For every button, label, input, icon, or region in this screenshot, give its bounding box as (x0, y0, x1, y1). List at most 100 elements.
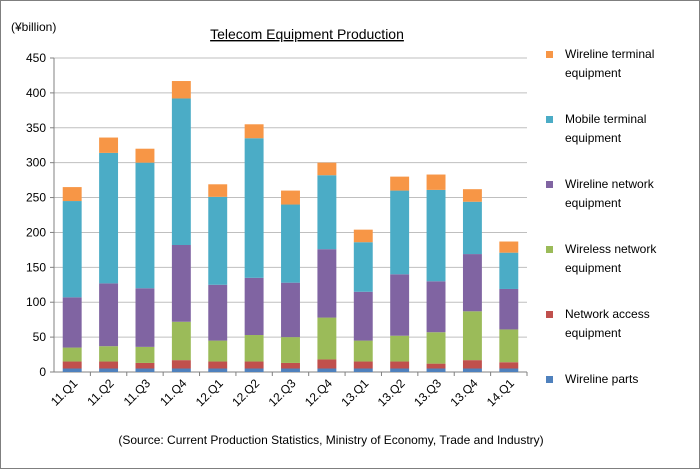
source-note: (Source: Current Production Statistics, … (118, 433, 544, 447)
bar-segment (99, 283, 119, 347)
x-tick-label: 11.Q1 (48, 376, 81, 409)
bar-segment (62, 187, 82, 202)
bar-segment (244, 277, 264, 336)
bar-segment (62, 361, 82, 369)
bar-segment (462, 201, 482, 255)
bar-segment (426, 332, 446, 364)
y-tick-label: 350 (26, 121, 46, 135)
bar-segment (281, 282, 300, 338)
bar-segment (499, 329, 519, 363)
bar-segment (462, 189, 482, 202)
bar-segment (171, 321, 191, 361)
bar-segment (317, 317, 337, 360)
bar-segment (208, 196, 228, 285)
x-tick-label: 12.Q4 (302, 376, 335, 409)
bar-segment (499, 362, 519, 369)
x-tick-label: 13.Q4 (448, 376, 481, 409)
bar-segment (499, 288, 519, 330)
y-tick-label: 200 (26, 225, 46, 239)
bar-segment (208, 340, 228, 362)
y-tick-label: 100 (26, 295, 46, 309)
chart-title: Telecom Equipment Production (210, 26, 404, 42)
x-tick-label: 12.Q1 (193, 376, 226, 409)
y-tick-label: 50 (33, 330, 47, 344)
bar-segment (244, 368, 264, 372)
y-tick-label: 450 (26, 51, 46, 65)
legend-label: Wireline parts (565, 372, 639, 386)
bars (62, 81, 519, 372)
bar-segment (317, 175, 337, 250)
bar-segment (244, 138, 264, 278)
bar-segment (62, 201, 82, 298)
bar-segment (281, 190, 300, 205)
bar-segment (244, 335, 264, 362)
bar-segment (171, 360, 191, 369)
bar-segment (281, 337, 300, 363)
legend-label: Wireless network equipment (565, 242, 657, 275)
bar-segment (135, 162, 155, 289)
bar-segment (499, 252, 519, 289)
bar-segment (390, 335, 410, 362)
bar-segment (317, 162, 337, 176)
x-tick-labels: 11.Q1 11.Q2 11.Q3 11.Q4 12.Q1 12.Q2 12.Q3 12.Q4… (48, 376, 517, 409)
bar-segment (281, 204, 300, 283)
legend-label: Mobile terminal equipment (565, 112, 647, 145)
bar-segment (62, 368, 82, 372)
bar-segment (353, 229, 373, 243)
bar-segment (135, 362, 155, 369)
bar-segment (171, 98, 191, 246)
bar-segment (208, 284, 228, 341)
bar-segment (426, 174, 446, 190)
legend-label: Wireline terminal equipment (565, 47, 655, 80)
legend-label: Network access equipment (565, 307, 650, 340)
bar-segment (426, 189, 446, 282)
x-tick-label: 11.Q4 (157, 376, 190, 409)
bar-segment (499, 368, 519, 372)
bar-segment (353, 340, 373, 362)
x-tick-label: 11.Q3 (121, 376, 154, 409)
bar-segment (462, 368, 482, 372)
x-tick-label: 14.Q1 (484, 376, 517, 409)
y-tick-label: 250 (26, 191, 46, 205)
bar-segment (171, 81, 191, 99)
x-tick-label: 13.Q1 (338, 376, 371, 409)
bar-segment (99, 368, 119, 372)
x-tick-label: 13.Q3 (411, 376, 444, 409)
bar-segment (426, 368, 446, 372)
legend-swatch (546, 376, 553, 383)
bar-segment (171, 368, 191, 372)
bar-segment (99, 137, 119, 153)
y-tick-label: 150 (26, 260, 46, 274)
bar-segment (244, 361, 264, 369)
bar-segment (390, 190, 410, 275)
legend-swatch (546, 51, 553, 58)
bar-segment (426, 281, 446, 333)
bar-segment (171, 245, 191, 322)
legend-swatch (546, 181, 553, 188)
bar-segment (390, 176, 410, 191)
bar-segment (317, 368, 337, 372)
bar-segment (353, 361, 373, 369)
bar-segment (208, 184, 228, 197)
bar-segment (135, 288, 155, 347)
bar-segment (462, 254, 482, 312)
bar-segment (99, 346, 119, 362)
x-tick-label: 12.Q3 (266, 376, 299, 409)
bar-segment (462, 360, 482, 369)
y-tick-labels: 0 50 100 150 200 250 300 350 400 450 (26, 51, 46, 379)
y-tick-label: 0 (39, 365, 46, 379)
bar-segment (135, 346, 155, 363)
legend-label: Wireline network equipment (565, 177, 654, 210)
bar-segment (390, 361, 410, 369)
bar-segment (317, 249, 337, 318)
y-tick-label: 400 (26, 86, 46, 100)
legend-swatch (546, 246, 553, 253)
x-tick-label: 12.Q2 (229, 376, 262, 409)
bar-segment (353, 291, 373, 341)
legend-swatch (546, 311, 553, 318)
bar-segment (317, 359, 337, 369)
bar-segment (281, 362, 300, 369)
bar-segment (353, 368, 373, 372)
